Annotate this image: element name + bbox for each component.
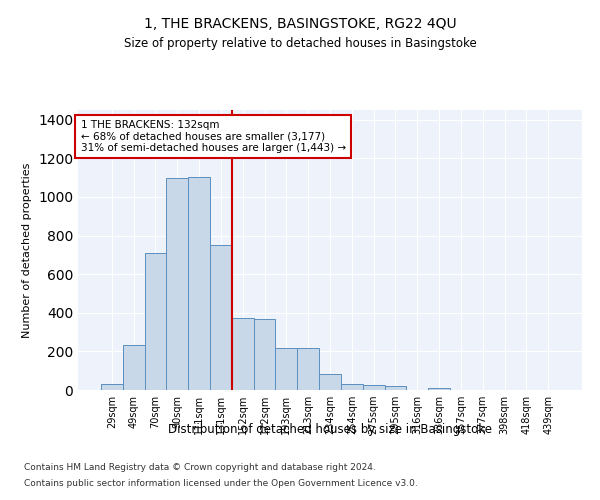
Bar — [341, 384, 363, 390]
Bar — [275, 348, 297, 390]
Text: Contains HM Land Registry data © Crown copyright and database right 2024.: Contains HM Land Registry data © Crown c… — [24, 464, 376, 472]
Bar — [319, 374, 341, 390]
Bar — [166, 178, 188, 390]
Bar — [101, 384, 123, 390]
Text: Size of property relative to detached houses in Basingstoke: Size of property relative to detached ho… — [124, 38, 476, 51]
Bar — [188, 176, 210, 390]
Text: Contains public sector information licensed under the Open Government Licence v3: Contains public sector information licen… — [24, 478, 418, 488]
Text: 1, THE BRACKENS, BASINGSTOKE, RG22 4QU: 1, THE BRACKENS, BASINGSTOKE, RG22 4QU — [143, 18, 457, 32]
Bar — [363, 385, 385, 390]
Bar — [232, 318, 254, 390]
Bar — [428, 388, 450, 390]
Text: 1 THE BRACKENS: 132sqm
← 68% of detached houses are smaller (3,177)
31% of semi-: 1 THE BRACKENS: 132sqm ← 68% of detached… — [80, 120, 346, 153]
Bar — [210, 245, 232, 390]
Bar — [123, 344, 145, 390]
Text: Distribution of detached houses by size in Basingstoke: Distribution of detached houses by size … — [168, 422, 492, 436]
Y-axis label: Number of detached properties: Number of detached properties — [22, 162, 32, 338]
Bar — [254, 318, 275, 390]
Bar — [297, 348, 319, 390]
Bar — [385, 386, 406, 390]
Bar — [145, 253, 166, 390]
